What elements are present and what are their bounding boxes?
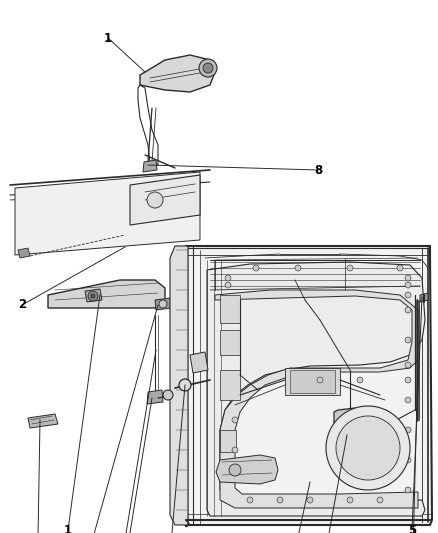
Polygon shape [143,160,157,172]
Polygon shape [334,408,360,444]
Polygon shape [220,330,240,355]
Polygon shape [85,289,102,302]
Polygon shape [216,455,278,484]
Circle shape [203,63,213,73]
Circle shape [295,265,301,271]
Circle shape [277,497,283,503]
Polygon shape [155,298,172,310]
Text: 1: 1 [104,31,112,44]
Circle shape [159,300,167,308]
Polygon shape [190,352,208,373]
Circle shape [326,406,410,490]
Circle shape [232,447,238,453]
Circle shape [405,337,411,343]
Polygon shape [285,368,340,395]
Circle shape [347,265,353,271]
Polygon shape [220,295,240,323]
Circle shape [147,192,163,208]
Polygon shape [420,293,428,302]
Circle shape [405,397,411,403]
Circle shape [343,432,351,440]
Circle shape [343,418,351,426]
Circle shape [405,362,411,368]
Polygon shape [220,370,240,400]
Text: 2: 2 [18,298,26,311]
Circle shape [225,282,231,288]
Circle shape [317,377,323,383]
Circle shape [397,265,403,271]
Circle shape [405,377,411,383]
Circle shape [405,275,411,281]
Circle shape [247,497,253,503]
Polygon shape [215,290,418,508]
Circle shape [225,275,231,281]
Circle shape [88,291,98,301]
Polygon shape [220,430,236,452]
Circle shape [405,282,411,288]
Circle shape [163,390,173,400]
Circle shape [405,457,411,463]
Polygon shape [207,262,425,516]
Circle shape [199,59,217,77]
Polygon shape [15,172,200,255]
Polygon shape [130,175,200,225]
Circle shape [377,497,383,503]
Circle shape [307,497,313,503]
Polygon shape [290,370,335,393]
Text: 8: 8 [314,164,322,176]
Circle shape [405,307,411,313]
Polygon shape [48,280,165,308]
Circle shape [405,487,411,493]
Circle shape [253,265,259,271]
Circle shape [179,379,191,391]
Text: 1: 1 [64,523,72,533]
Polygon shape [140,55,215,92]
Polygon shape [147,390,163,404]
Circle shape [336,416,400,480]
Circle shape [357,377,363,383]
Circle shape [405,292,411,298]
Polygon shape [170,246,188,525]
Circle shape [232,417,238,423]
Circle shape [347,497,353,503]
Circle shape [405,427,411,433]
Polygon shape [18,248,30,258]
Polygon shape [28,414,58,428]
Text: 5: 5 [408,523,416,533]
Circle shape [229,464,241,476]
Circle shape [91,294,95,298]
Polygon shape [186,246,432,525]
